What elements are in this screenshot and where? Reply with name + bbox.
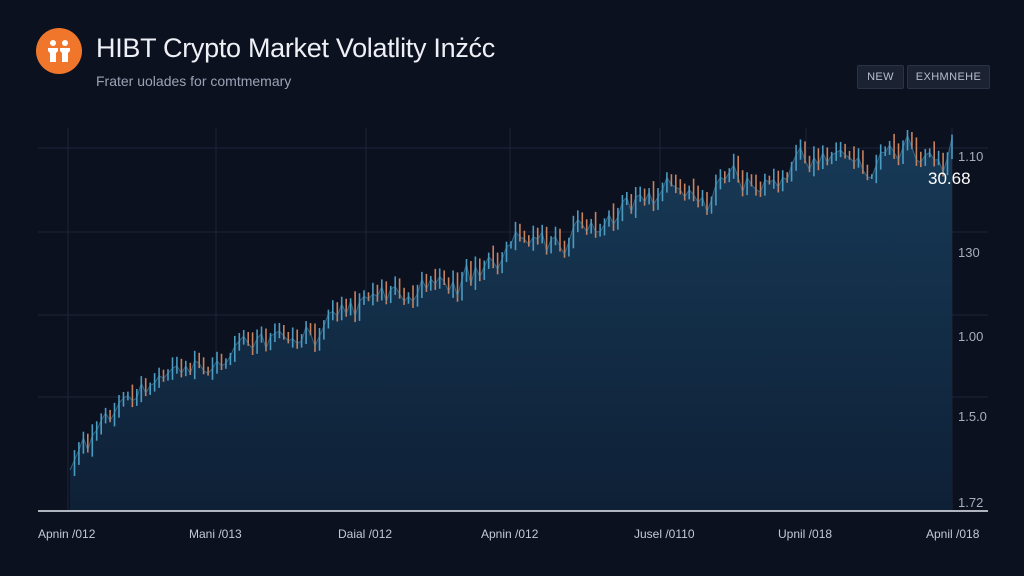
volatility-candles — [69, 130, 953, 476]
page-title: HIBT Crypto Market Volatlity Inżćc — [96, 33, 495, 63]
x-tick-label: Upnil /018 — [778, 527, 832, 541]
y-tick-label: 1.72 — [958, 495, 983, 510]
y-tick-label: 1.5.0 — [958, 409, 987, 424]
x-tick-label: Apnil /018 — [926, 527, 980, 541]
x-tick-label: Jusel /0110 — [634, 527, 695, 541]
exchange-button[interactable]: EXHMNEHE — [907, 65, 990, 89]
app-logo — [36, 28, 82, 74]
x-tick-label: Daial /012 — [338, 527, 392, 541]
new-button[interactable]: NEW — [857, 65, 904, 89]
page-subtitle: Frater uolades for comtmemary — [96, 73, 292, 89]
x-tick-label: Apnin /012 — [481, 527, 539, 541]
x-tick-label: Apnin /012 — [38, 527, 96, 541]
volatility-area — [70, 135, 952, 511]
y-tick-label: 1.10 — [958, 149, 983, 164]
y-tick-label: 1.00 — [958, 329, 983, 344]
twin-figures-icon — [48, 40, 70, 62]
y-tick-label: 130 — [958, 245, 980, 260]
current-value-label: 30.68 — [928, 169, 971, 188]
x-tick-label: Mani /013 — [189, 527, 242, 541]
volatility-line — [69, 133, 953, 471]
